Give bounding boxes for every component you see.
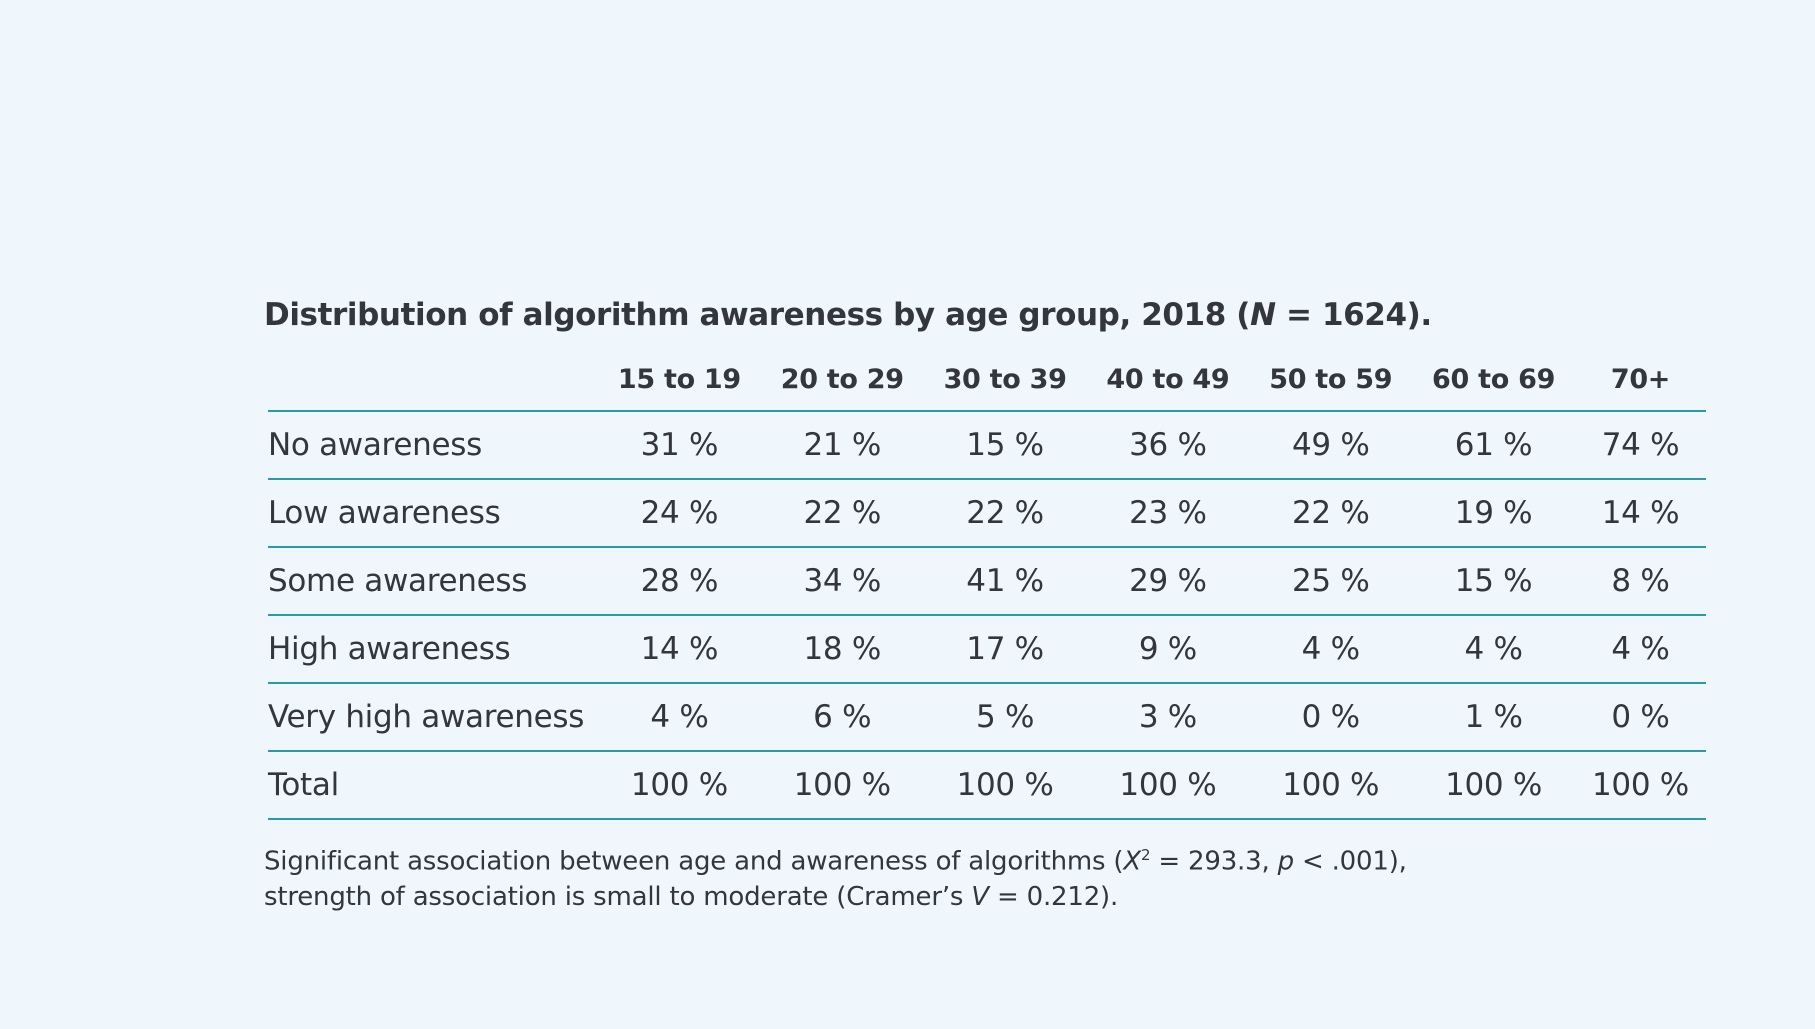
- table-row: Some awareness 28 % 34 % 41 % 29 % 25 % 15 % 8 …: [268, 547, 1706, 616]
- table-row: Low awareness 24 % 22 % 22 % 23 % 22 % 19 % 14 …: [268, 479, 1706, 548]
- table-cell: 4 %: [598, 683, 761, 752]
- table-cell: 3 %: [1086, 683, 1250, 752]
- table-cell: 61 %: [1412, 411, 1575, 480]
- table-cell: 100 %: [598, 751, 761, 820]
- table-cell: 9 %: [1086, 615, 1250, 684]
- table-cell: 5 %: [923, 683, 1087, 752]
- table-cell: 1 %: [1412, 683, 1575, 752]
- column-header: 20 to 29: [760, 354, 924, 412]
- row-label: No awareness: [268, 411, 598, 480]
- footnote-text: Significant association between age and …: [264, 846, 1124, 877]
- column-header: 50 to 59: [1249, 354, 1413, 412]
- footnote-text: strength of association is small to mode…: [264, 881, 972, 912]
- table-cell: 34 %: [760, 547, 924, 616]
- footnote-line-2: strength of association is small to mode…: [264, 880, 1706, 915]
- table-cell: 22 %: [923, 479, 1087, 548]
- table-cell: 23 %: [1086, 479, 1250, 548]
- table-title: Distribution of algorithm awareness by a…: [264, 294, 1706, 336]
- chi-symbol: X: [1123, 846, 1141, 877]
- row-label: Low awareness: [268, 479, 598, 548]
- table-cell: 74 %: [1574, 411, 1706, 480]
- table-cell: 6 %: [760, 683, 924, 752]
- table-card: Distribution of algorithm awareness by a…: [264, 294, 1706, 915]
- table-cell: 4 %: [1574, 615, 1706, 684]
- p-symbol: p: [1277, 846, 1295, 877]
- table-body: No awareness 31 % 21 % 15 % 36 % 49 % 61 % 74 %…: [268, 411, 1706, 820]
- table-row: Total 100 % 100 % 100 % 100 % 100 % 100 % 100 %: [268, 751, 1706, 820]
- table-cell: 29 %: [1086, 547, 1250, 616]
- row-label-header: [268, 354, 598, 412]
- table-cell: 100 %: [760, 751, 924, 820]
- title-prefix: Distribution of algorithm awareness by a…: [264, 297, 1251, 333]
- row-label: High awareness: [268, 615, 598, 684]
- table-cell: 4 %: [1412, 615, 1575, 684]
- table-cell: 22 %: [760, 479, 924, 548]
- footnote-text: < .001),: [1293, 846, 1407, 877]
- column-header: 40 to 49: [1086, 354, 1250, 412]
- table-cell: 100 %: [1086, 751, 1250, 820]
- v-symbol: V: [971, 881, 989, 912]
- chi-superscript: 2: [1140, 846, 1151, 864]
- table-cell: 31 %: [598, 411, 761, 480]
- table-cell: 24 %: [598, 479, 761, 548]
- table-cell: 0 %: [1574, 683, 1706, 752]
- title-n-symbol: N: [1250, 297, 1276, 333]
- table-cell: 25 %: [1249, 547, 1413, 616]
- table-cell: 18 %: [760, 615, 924, 684]
- table-cell: 100 %: [1574, 751, 1706, 820]
- table-cell: 100 %: [923, 751, 1087, 820]
- table-cell: 49 %: [1249, 411, 1413, 480]
- table-cell: 14 %: [1574, 479, 1706, 548]
- table-cell: 41 %: [923, 547, 1087, 616]
- table-cell: 100 %: [1412, 751, 1575, 820]
- column-header: 60 to 69: [1412, 354, 1575, 412]
- column-header: 30 to 39: [923, 354, 1087, 412]
- table-cell: 100 %: [1249, 751, 1413, 820]
- table-cell: 22 %: [1249, 479, 1413, 548]
- table-cell: 15 %: [923, 411, 1087, 480]
- table-cell: 36 %: [1086, 411, 1250, 480]
- table-cell: 8 %: [1574, 547, 1706, 616]
- footnote-line-1: Significant association between age and …: [264, 838, 1706, 880]
- column-header: 15 to 19: [598, 354, 761, 412]
- row-label: Very high awareness: [268, 683, 598, 752]
- table-row: Very high awareness 4 % 6 % 5 % 3 % 0 % 1 % 0 %: [268, 683, 1706, 752]
- title-suffix: = 1624).: [1275, 297, 1432, 333]
- column-header: 70+: [1574, 354, 1706, 412]
- awareness-table: 15 to 19 20 to 29 30 to 39 40 to 49 50 to 59…: [268, 354, 1706, 820]
- table-row: No awareness 31 % 21 % 15 % 36 % 49 % 61 % 74 %: [268, 411, 1706, 480]
- table-cell: 4 %: [1249, 615, 1413, 684]
- footnote: Significant association between age and …: [264, 838, 1706, 915]
- table-cell: 0 %: [1249, 683, 1413, 752]
- footnote-text: = 0.212).: [988, 881, 1119, 912]
- row-label: Total: [268, 751, 598, 820]
- table-cell: 28 %: [598, 547, 761, 616]
- table-row: High awareness 14 % 18 % 17 % 9 % 4 % 4 % 4 %: [268, 615, 1706, 684]
- table-cell: 14 %: [598, 615, 761, 684]
- table-header-row: 15 to 19 20 to 29 30 to 39 40 to 49 50 to 59…: [268, 354, 1706, 412]
- table-cell: 19 %: [1412, 479, 1575, 548]
- row-label: Some awareness: [268, 547, 598, 616]
- table-cell: 21 %: [760, 411, 924, 480]
- footnote-text: = 293.3,: [1150, 846, 1278, 877]
- table-cell: 15 %: [1412, 547, 1575, 616]
- table-cell: 17 %: [923, 615, 1087, 684]
